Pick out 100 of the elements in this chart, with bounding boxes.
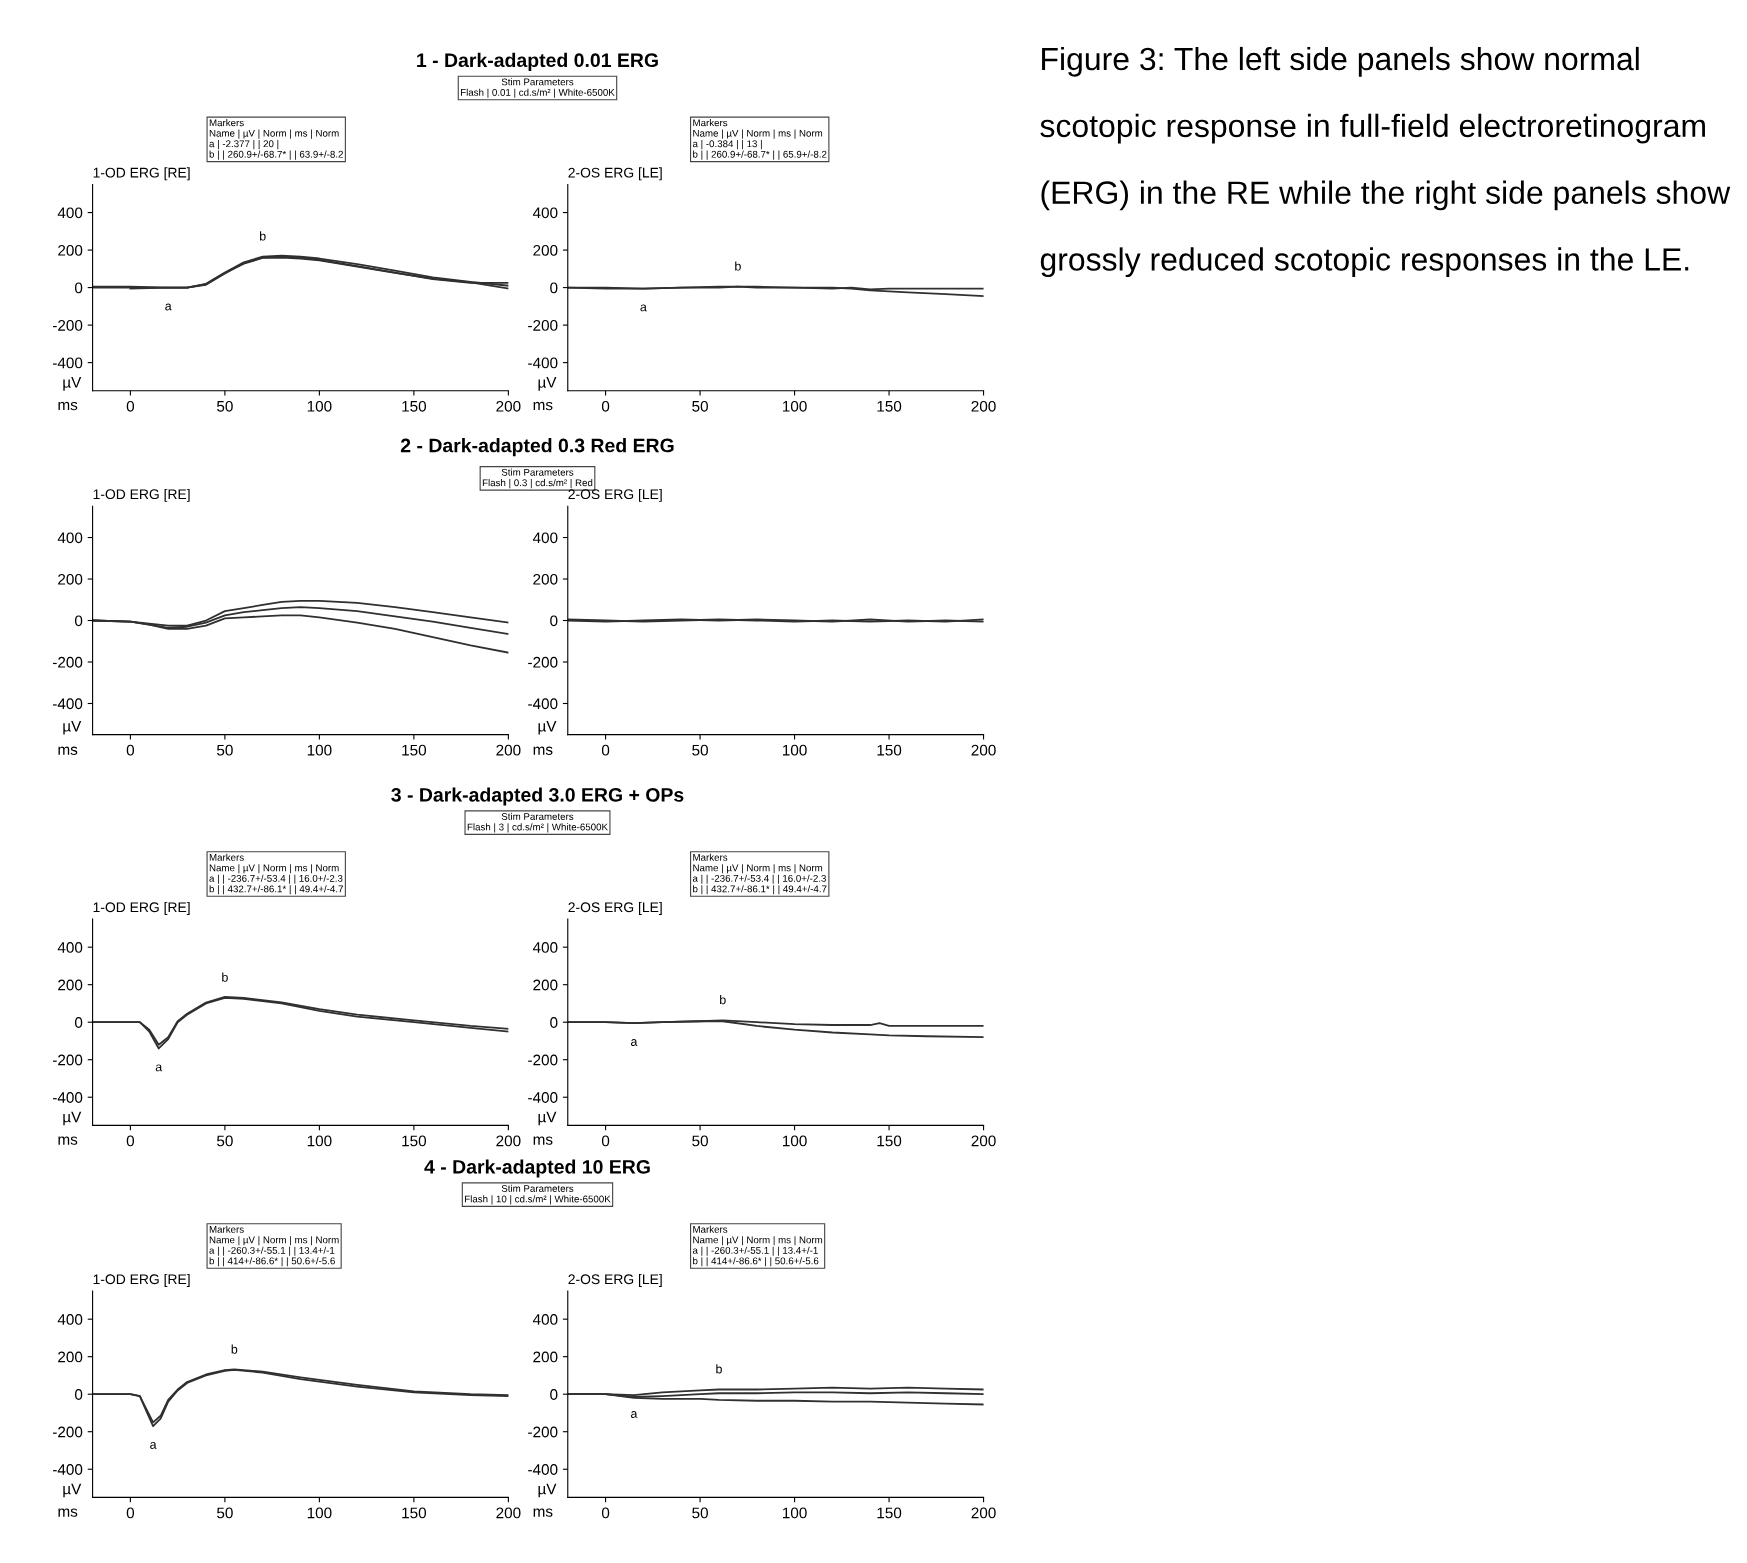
y-tick-label: 0 — [550, 282, 558, 294]
y-axis-title: µV — [538, 1483, 557, 1498]
x-tick-label: 50 — [217, 1135, 233, 1147]
y-tick-label: -200 — [52, 1054, 83, 1066]
x-tick-label: 0 — [601, 1135, 610, 1147]
y-tick-label: 0 — [550, 1389, 558, 1400]
annotation: a — [640, 304, 647, 312]
x-tick-label: 200 — [496, 1507, 521, 1519]
y-tick-label: 200 — [58, 979, 83, 991]
text: Stim Parameters Flash | 0.3 | cd.s/m² | Red — [482, 468, 593, 489]
annotation: a — [630, 1039, 638, 1046]
annotation: a — [630, 1411, 638, 1418]
chart-subtitle: 1-OD ERG [RE] — [93, 488, 190, 502]
caption: Figure 3: The left side panels show normal scotopic response in full-field electroretinogram (ERG) in the RE while the right side panels show grossly reduced scotopic responses in the LE. — [1040, 46, 1731, 278]
y-tick-label: -400 — [52, 1092, 83, 1103]
x-tick-label: 150 — [402, 744, 427, 756]
chart-subtitle: 1-OD ERG [RE] — [93, 1273, 190, 1287]
y-tick-label: -400 — [528, 357, 558, 369]
y-tick-label: -200 — [52, 319, 83, 331]
y-axis-title: µV — [63, 1111, 82, 1126]
annotation: b — [720, 995, 726, 1005]
y-tick-label: -400 — [52, 1464, 83, 1475]
x-axis-title: ms — [58, 1508, 78, 1517]
y-tick-label: -400 — [52, 357, 83, 369]
x-tick-label: 200 — [971, 744, 996, 756]
y-tick-label: 200 — [58, 1351, 83, 1363]
y-tick-label: 200 — [58, 573, 83, 585]
y-tick-label: -400 — [52, 698, 83, 710]
text: Markers Name | µV | Norm | ms | Norm a | | -260.3+/-55.1 | | 13.4+/-1 b | | 414+/-86.6* | | 50.6+/-5.6 — [692, 1225, 823, 1267]
x-tick-label: 0 — [126, 1135, 135, 1147]
x-tick-label: 50 — [692, 1507, 708, 1519]
annotation: b — [222, 972, 228, 982]
text: Stim Parameters Flash | 0.01 | cd.s/m² | White-6500K — [461, 78, 615, 98]
y-tick-label: 0 — [74, 615, 83, 627]
x-axis-title: ms — [533, 401, 553, 411]
y-tick-label: -200 — [52, 656, 83, 668]
y-tick-label: 400 — [532, 1314, 558, 1325]
x-tick-label: 50 — [692, 1135, 708, 1147]
y-tick-label: 0 — [550, 1017, 558, 1028]
y-axis-title: µV — [63, 1483, 82, 1498]
y-tick-label: 0 — [74, 1389, 83, 1400]
chart-title: 1 - Dark-adapted 0.01 ERG — [417, 52, 658, 71]
text: Markers Name | µV | Norm | ms | Norm a | -0.384 | | 13 | b | | 260.9+/-68.7* | | 65.9+/-8.2 — [692, 119, 827, 160]
annotation: a — [165, 303, 172, 311]
y-tick-label: 200 — [533, 1351, 558, 1363]
x-tick-label: 0 — [601, 1507, 610, 1519]
annotation: a — [150, 1442, 157, 1449]
x-tick-label: 150 — [877, 1507, 902, 1519]
chart-title: 2 - Dark-adapted 0.3 Red ERG — [400, 438, 674, 457]
x-axis-title: ms — [533, 1136, 553, 1145]
x-tick-label: 0 — [601, 744, 610, 756]
text: Markers Name | µV | Norm | ms | Norm a | | -236.7+/-53.4 | | 16.0+/-2.3 b | | 432.7+/-86.1* | | 49.4+/-4.7 — [209, 853, 343, 895]
x-axis-title: ms — [533, 1508, 553, 1517]
y-tick-label: -400 — [528, 1464, 558, 1475]
x-tick-label: 0 — [126, 1507, 135, 1519]
text: Stim Parameters Flash | 10 | cd.s/m² | White-6500K — [465, 1184, 611, 1205]
x-tick-label: 200 — [496, 400, 521, 412]
y-axis-title: µV — [538, 377, 557, 391]
y-tick-label: 200 — [533, 573, 558, 585]
y-tick-label: 0 — [74, 282, 83, 294]
x-tick-label: 200 — [971, 400, 996, 412]
y-tick-label: 0 — [74, 1017, 83, 1028]
x-tick-label: 100 — [307, 1135, 332, 1147]
chart-subtitle: 1-OD ERG [RE] — [93, 167, 190, 181]
y-tick-label: -200 — [528, 656, 558, 668]
x-tick-label: 50 — [217, 1507, 233, 1519]
y-tick-label: 200 — [533, 244, 558, 256]
chart-subtitle: 2-OS ERG [LE] — [568, 901, 662, 915]
x-tick-label: 100 — [307, 400, 332, 412]
x-axis-title: ms — [533, 746, 553, 755]
x-tick-label: 100 — [782, 1507, 807, 1519]
x-tick-label: 150 — [877, 744, 902, 756]
x-tick-label: 100 — [307, 744, 332, 756]
x-tick-label: 100 — [307, 1507, 332, 1519]
y-tick-label: -400 — [528, 1092, 558, 1103]
x-tick-label: 100 — [782, 400, 807, 412]
y-tick-label: -200 — [528, 1054, 558, 1066]
x-tick-label: 150 — [402, 1135, 427, 1147]
y-tick-label: 400 — [57, 942, 83, 953]
chart-title: 4 - Dark-adapted 10 ERG — [424, 1159, 650, 1178]
annotation: b — [260, 231, 266, 241]
x-axis-title: ms — [58, 401, 78, 411]
y-axis-title: µV — [538, 1111, 557, 1126]
x-tick-label: 200 — [496, 1135, 521, 1147]
annotation: a — [155, 1064, 163, 1072]
text: Markers Name | µV | Norm | ms | Norm a | | -260.3+/-55.1 | | 13.4+/-1 b | | 414+/-86.6* | | 50.6+/-5.6 — [209, 1225, 339, 1267]
chart-subtitle: 2-OS ERG [LE] — [568, 1273, 662, 1287]
y-tick-label: 400 — [532, 942, 558, 953]
y-tick-label: 400 — [57, 1314, 83, 1325]
y-tick-label: 400 — [532, 207, 558, 219]
annotation: b — [231, 1344, 238, 1354]
x-tick-label: 200 — [971, 1135, 996, 1147]
y-tick-label: 200 — [533, 979, 558, 991]
y-tick-label: 200 — [58, 244, 83, 256]
annotation: b — [716, 1364, 722, 1374]
y-tick-label: 400 — [532, 532, 558, 544]
y-axis-title: µV — [63, 720, 82, 735]
x-tick-label: 150 — [877, 1135, 902, 1147]
y-tick-label: -200 — [52, 1426, 83, 1438]
x-axis-title: ms — [58, 746, 78, 755]
